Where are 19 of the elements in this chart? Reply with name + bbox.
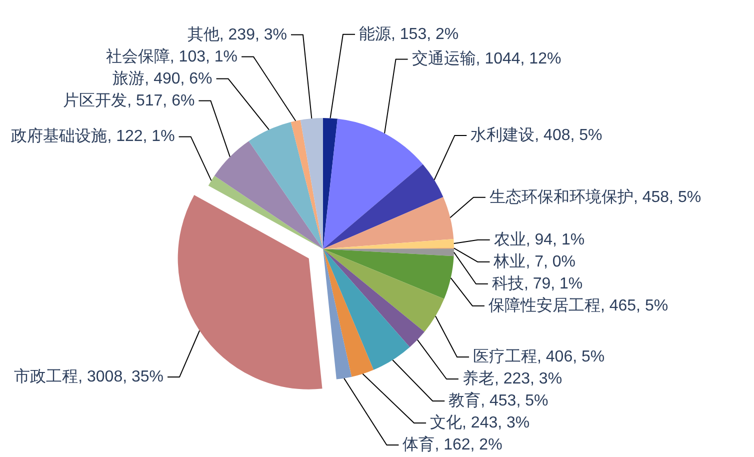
slice-label: 片区开发, 517, 6% (63, 91, 195, 110)
slice-label: 科技, 79, 1% (492, 274, 583, 292)
slice-label: 其他, 239, 3% (187, 25, 287, 44)
slice-label: 农业, 94, 1% (494, 230, 585, 248)
slice-label: 能源, 153, 2% (359, 24, 459, 43)
slice-label: 保障性安居工程, 465, 5% (488, 296, 668, 314)
slice-label: 社会保障, 103, 1% (106, 47, 238, 66)
slice-label: 文化, 243, 3% (430, 414, 530, 432)
slice-label: 交通运输, 1044, 12% (412, 50, 562, 68)
slice-label: 养老, 223, 3% (462, 370, 562, 388)
slice-label: 市政工程, 3008, 35% (14, 367, 164, 386)
slice-label: 教育, 453, 5% (448, 392, 548, 410)
slice-label: 生态环保和环境保护, 458, 5% (489, 188, 702, 206)
slice-label: 水利建设, 408, 5% (470, 126, 602, 144)
slice-label: 林业, 7, 0% (492, 252, 576, 270)
slice-label: 旅游, 490, 6% (112, 69, 212, 88)
slice-label: 政府基础设施, 122, 1% (11, 127, 175, 146)
slice-label: 体育, 162, 2% (402, 436, 502, 454)
slice-label: 医疗工程, 406, 5% (473, 348, 605, 366)
